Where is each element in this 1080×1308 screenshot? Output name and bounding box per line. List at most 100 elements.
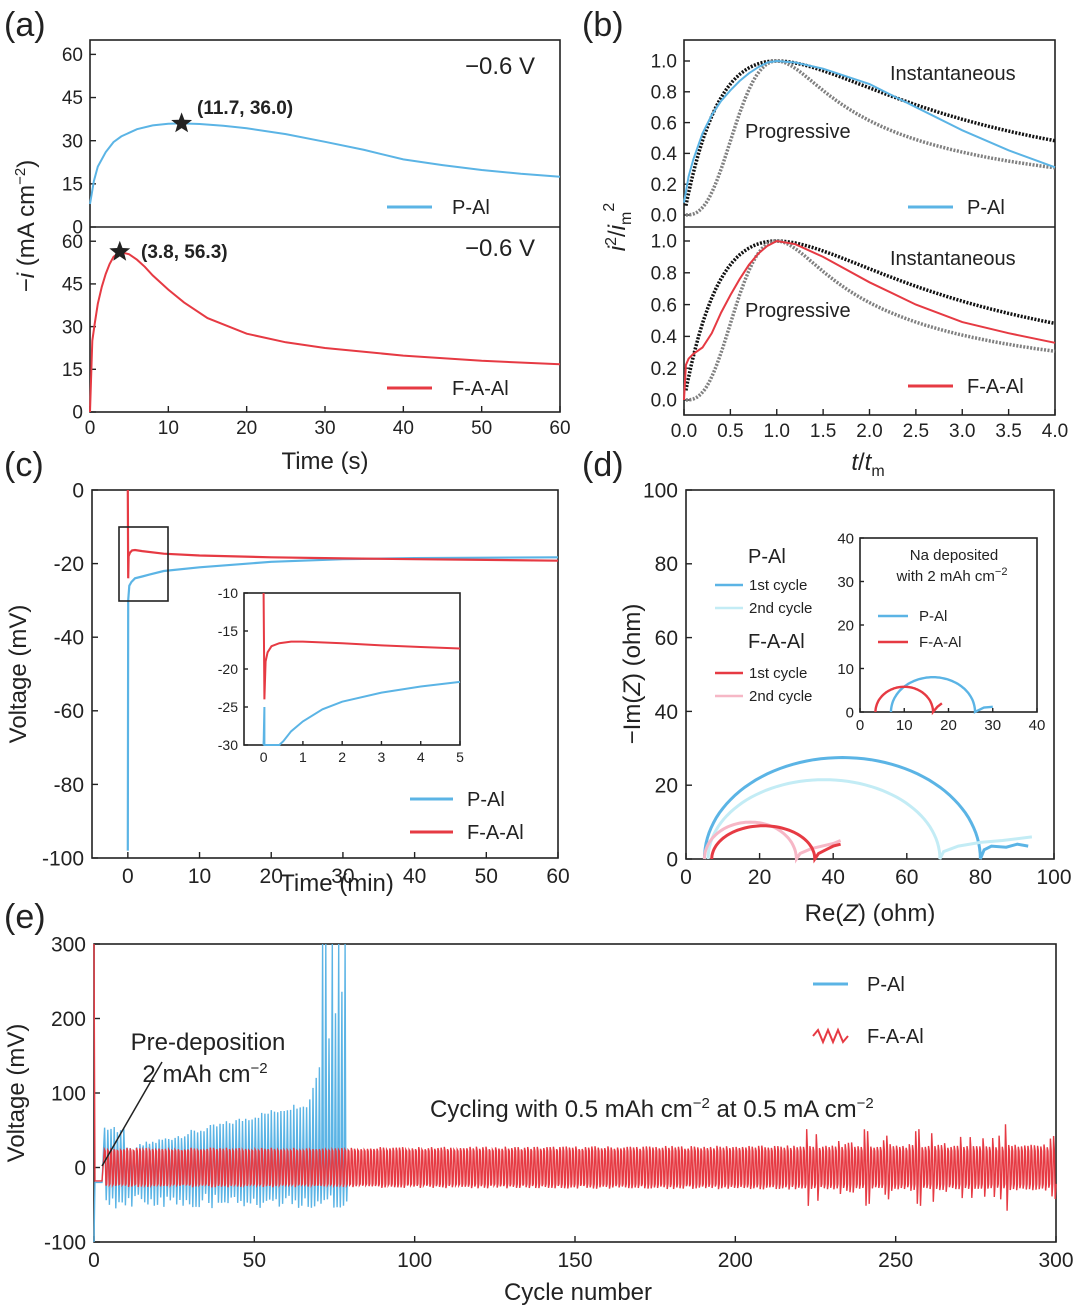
panel-c-y-tick-label: 0 [72,479,84,502]
panel-d-legend-group-f-a-al: F-A-Al [748,631,805,653]
panel-c-inset-x-tick-label: 2 [338,749,346,765]
panel-c-label: (c) [4,446,44,484]
panel-b-progressive-curve-bottom [685,239,1056,402]
panel-c-legend-f-a-al: F-A-Al [467,822,524,844]
panel-d-inset-f-a-al-curve [874,685,943,716]
panel-b-bottom-y-tick-label: 0.4 [651,327,678,348]
panel-d-inset-ticks: 0 10 20 30 40 0 10 20 30 40 [837,530,1045,734]
panel-c-inset-y-tick-label: -15 [218,623,238,639]
panel-c-f-a-al-curve [126,489,559,579]
panel-d-f-a-al-2nd-curve [702,820,842,864]
panel-d-y-tick-label: 20 [655,775,678,798]
panel-a-x-tick-label: 50 [471,418,492,439]
panel-c-y-tick-label: -100 [42,847,84,870]
panel-a-voltage-bottom: −0.6 V [465,235,535,262]
panel-b-p-al-curve [683,59,1056,203]
panel-d-legend-group-p-al: P-Al [748,546,786,568]
panel-c-inset-y-tick-label: -10 [218,585,238,601]
panel-b-top-y-tick-label: 1.0 [651,52,677,73]
panel-c: (c) 0 10 20 30 40 50 60 0 -20 -40 -60 -80 -100 0 1 2 3 4… [4,446,570,897]
panel-c-x-tick-label: 60 [546,865,569,888]
legend-swatch-f-a-al [812,1027,849,1045]
panel-a-f-a-al-curve [89,250,561,413]
panel-c-frame [91,489,559,859]
panel-c-x-tick-label: 50 [475,865,498,888]
panel-c-x-tick-label: 40 [403,865,426,888]
panel-c-legend-p-al: P-Al [467,789,505,811]
peak-star-icon [171,112,193,133]
panel-d-x-tick-label: 40 [822,866,845,889]
panel-d-x-tick-label: 0 [680,866,692,889]
panel-c-inset-x-tick-label: 0 [260,749,268,765]
panel-b-bottom-y-tick-label: 0.2 [651,359,677,380]
panel-d-y-tick-label: 100 [643,479,678,502]
panel-e-x-tick-label: 200 [718,1249,753,1272]
panel-b: (b) 0.0 0.5 1.0 1.5 2.0 2.5 3.0 3.5 4.0 0.0 0.2 0.4… [582,6,1068,480]
panel-e-x-tick-label: 100 [397,1249,432,1272]
panel-a-top-y-tick-label: 60 [62,45,83,66]
panel-c-inset-p-al-curve [262,680,461,746]
panel-a-x-tick-label: 40 [393,418,414,439]
panel-d-inset-x-tick-label: 20 [940,717,957,734]
panel-e-label: (e) [4,898,46,936]
panel-b-instantaneous-top: Instantaneous [890,63,1016,85]
panel-b-instantaneous-curve-bottom [684,239,1056,391]
panel-a-top-y-tick-label: 15 [62,174,83,195]
panel-b-f-a-al-curve [683,239,1056,401]
panel-d-inset-y-tick-label: 20 [837,617,854,634]
panel-c-y-tick-label: -60 [54,700,84,723]
panel-e-x-tick-label: 300 [1038,1249,1073,1272]
panel-b-legend-f-a-al: F-A-Al [967,376,1024,398]
panel-a-xlabel: Time (s) [281,448,368,475]
panel-b-bottom-y-tick-label: 0.8 [651,263,677,284]
panel-a-bottom-y-tick-label: 15 [62,360,83,381]
panel-b-instantaneous-bottom: Instantaneous [890,248,1016,270]
panel-d-y-tick-label: 80 [655,553,678,576]
panel-a-x-tick-label: 30 [314,418,335,439]
panel-d-legend-p-al-1st: 1st cycle [749,577,807,594]
panel-d-inset-x-tick-label: 40 [1029,717,1046,734]
panel-d-x-tick-label: 80 [969,866,992,889]
panel-c-xlabel: Time (min) [280,870,394,897]
panel-b-x-tick-label: 0.5 [717,421,743,442]
panel-b-x-tick-label: 2.5 [903,421,929,442]
panel-b-x-tick-label: 0.0 [671,421,697,442]
panel-e-legend-f-a-al: F-A-Al [867,1026,924,1048]
panel-a-label: (a) [4,6,46,44]
panel-b-top-y-tick-label: 0.8 [651,82,677,103]
panel-c-x-tick-label: 20 [260,865,283,888]
panel-c-ticks: 0 10 20 30 40 50 600-20-40-60-80-100 [42,479,570,888]
panel-c-inset-y-tick-label: -25 [218,699,238,715]
panel-b-x-tick-label: 1.0 [764,421,790,442]
panel-b-bottom-y-tick-label: 1.0 [651,232,677,253]
panel-c-y-tick-label: -40 [54,627,84,650]
panel-e-legend-p-al: P-Al [867,974,905,996]
panel-b-ticks: 0.0 0.5 1.0 1.5 2.0 2.5 3.0 3.5 4.0 0.0 0.2 0.4 0.6 0… [651,52,1069,442]
panel-c-x-tick-label: 30 [331,865,354,888]
panel-e-p-al-curve [93,943,348,1243]
panel-d-x-tick-label: 20 [748,866,771,889]
panel-b-label: (b) [582,6,624,44]
panel-d-p-al-2nd-curve [706,778,1033,860]
panel-b-x-tick-label: 3.5 [995,421,1021,442]
panel-c-inset-frame [243,592,461,746]
panel-d-inset-y-tick-label: 30 [837,574,854,591]
panel-d-inset-y-tick-label: 10 [837,661,854,678]
panel-d-inset-legend-f-a-al: F-A-Al [919,634,962,651]
panel-a-peak-label-bottom: (3.8, 56.3) [141,242,228,263]
panel-c-ylabel: Voltage (mV) [5,605,32,744]
panel-b-top-y-tick-label: 0.2 [651,175,677,196]
panel-a-bottom-y-tick-label: 60 [62,232,83,253]
panel-a-x-tick-label: 10 [158,418,179,439]
panel-a-bottom-y-tick-label: 45 [62,275,83,296]
panel-e-f-a-al-curve [93,943,1057,1211]
panel-b-top-y-tick-label: 0.0 [651,206,677,227]
panel-e-y-tick-label: -100 [44,1231,86,1254]
panel-b-progressive-bottom: Progressive [745,300,851,322]
panel-a-bottom-y-tick-label: 30 [62,317,83,338]
panel-e-pre-deposition-pointer [101,1061,163,1167]
